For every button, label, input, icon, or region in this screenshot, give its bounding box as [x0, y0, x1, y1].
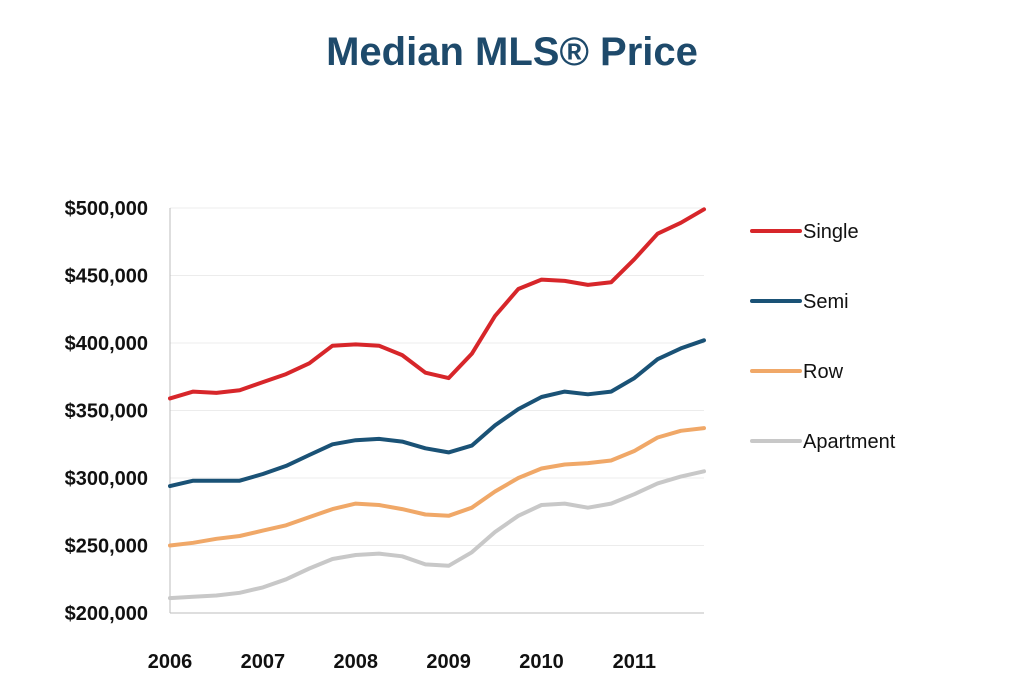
legend-label-semi: Semi — [803, 291, 849, 313]
x-tick-label: 2008 — [333, 651, 378, 673]
series-line-single — [168, 207, 706, 401]
x-tick-label: 2010 — [519, 651, 564, 673]
legend-label-row: Row — [803, 361, 844, 383]
series-line-row — [168, 426, 706, 548]
y-tick-label: $250,000 — [65, 536, 148, 558]
legend: Single Semi Row Apartment — [750, 221, 896, 453]
chart-title: Median MLS® Price — [326, 30, 698, 74]
legend-label-apartment: Apartment — [803, 431, 896, 453]
y-tick-label: $300,000 — [65, 468, 148, 490]
x-tick-label: 2011 — [613, 651, 656, 673]
y-tick-label: $200,000 — [65, 603, 148, 625]
y-tick-label: $400,000 — [65, 333, 148, 355]
series-lines — [168, 207, 706, 601]
series-line-apartment — [168, 469, 706, 601]
series-line-semi — [168, 338, 706, 489]
x-tick-label: 2009 — [426, 651, 471, 673]
y-tick-label: $350,000 — [65, 401, 148, 423]
axes: $200,000 $250,000 $300,000 $350,000 $400,000… — [65, 198, 704, 673]
y-tick-label: $450,000 — [65, 266, 148, 288]
y-tick-label: $500,000 — [65, 198, 148, 220]
legend-label-single: Single — [803, 221, 859, 243]
x-tick-label: 2007 — [241, 651, 286, 673]
x-tick-label: 2006 — [148, 651, 193, 673]
